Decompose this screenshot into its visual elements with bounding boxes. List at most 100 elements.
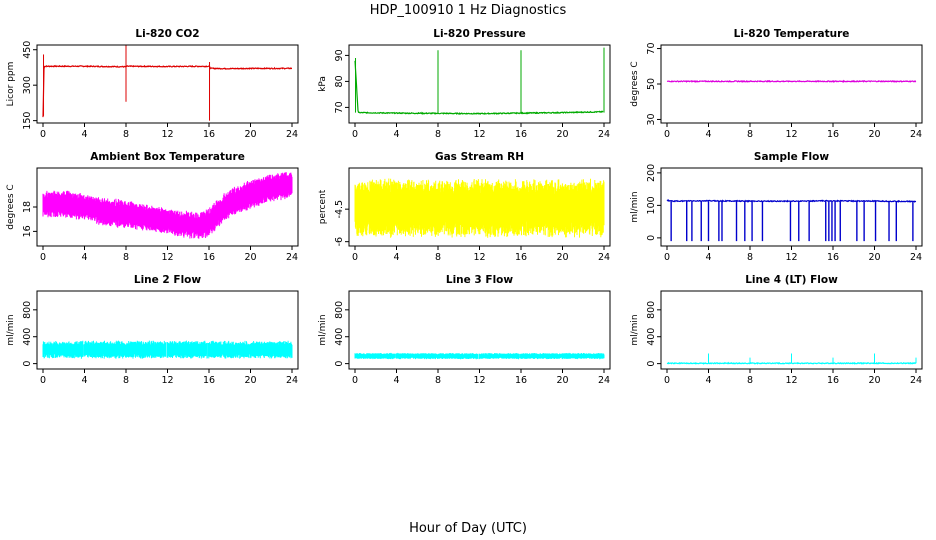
plot-frame [36, 44, 299, 124]
x-tick-label: 4 [81, 375, 87, 386]
x-tick-label: 16 [203, 252, 215, 263]
x-tick-label: 8 [123, 129, 129, 140]
x-tick-label: 24 [598, 129, 610, 140]
x-tick-label: 20 [556, 375, 568, 386]
x-tick-label: 20 [868, 129, 880, 140]
panel-7: Line 3 Flow 0 4 8 12 16 20 24 0 400 800 ml/min [318, 274, 611, 386]
panel-title: Sample Flow [754, 151, 829, 163]
panel-title: Li-820 Pressure [433, 28, 526, 40]
data-layer [666, 353, 917, 365]
x-tick-label: 16 [515, 129, 527, 140]
panel-title: Line 4 (LT) Flow [745, 274, 838, 286]
x-tick-label: 0 [40, 375, 46, 386]
x-tick-label: 20 [556, 129, 568, 140]
x-tick-label: 16 [827, 375, 839, 386]
data-layer [354, 47, 605, 116]
data-line [666, 199, 917, 203]
x-tick-label: 0 [352, 252, 358, 263]
x-tick-label: 24 [598, 252, 610, 263]
panel-6: Line 2 Flow 0 4 8 12 16 20 24 0 400 800 ml/min [6, 274, 299, 386]
data-line [354, 60, 604, 116]
x-tick-label: 12 [785, 375, 797, 386]
x-tick-label: 12 [161, 375, 173, 386]
y-tick-label: 800 [646, 301, 657, 319]
data-layer [354, 352, 605, 360]
panel-8: Line 4 (LT) Flow 0 4 8 12 16 20 24 0 400 800 ml/min [630, 274, 923, 386]
x-tick-label: 20 [244, 252, 256, 263]
x-tick-label: 0 [664, 129, 670, 140]
x-tick-label: 24 [910, 375, 922, 386]
x-tick-label: 12 [473, 252, 485, 263]
x-tick-label: 16 [203, 129, 215, 140]
y-axis-label: ml/min [630, 191, 640, 222]
y-tick-label: 450 [22, 41, 33, 59]
figure-x-label: Hour of Day (UTC) [409, 521, 527, 536]
y-tick-label: -4.5 [334, 200, 345, 219]
plot-frame [660, 44, 923, 124]
x-tick-label: 24 [286, 375, 298, 386]
x-tick-label: 12 [473, 129, 485, 140]
y-tick-label: 30 [646, 113, 657, 125]
y-tick-label: 70 [334, 101, 345, 113]
x-tick-label: 8 [435, 129, 441, 140]
x-tick-label: 24 [910, 252, 922, 263]
plot-frame [348, 44, 611, 124]
panel-4: Gas Stream RH 0 4 8 12 16 20 24 -6 -4.5 percent [318, 151, 611, 263]
x-tick-label: 16 [203, 375, 215, 386]
x-tick-label: 0 [664, 375, 670, 386]
panel-5: Sample Flow 0 4 8 12 16 20 24 0 100 200 ml/min [630, 151, 923, 263]
figure-title: HDP_100910 1 Hz Diagnostics [370, 3, 567, 18]
plot-frame [660, 167, 923, 247]
y-tick-label: 400 [22, 328, 33, 346]
x-tick-label: 12 [161, 252, 173, 263]
y-tick-label: 800 [334, 301, 345, 319]
x-tick-label: 0 [352, 375, 358, 386]
data-band [42, 172, 293, 239]
panel-title: Li-820 Temperature [734, 28, 850, 40]
x-tick-label: 0 [664, 252, 670, 263]
data-band [42, 340, 293, 359]
x-tick-label: 20 [244, 129, 256, 140]
panel-title: Line 3 Flow [446, 274, 513, 286]
y-tick-label: 18 [22, 201, 33, 213]
y-tick-label: 0 [22, 361, 33, 367]
x-tick-label: 8 [123, 252, 129, 263]
data-layer [666, 79, 917, 83]
x-tick-label: 0 [40, 129, 46, 140]
y-axis-label: degrees C [6, 184, 16, 229]
data-layer [42, 172, 293, 239]
y-axis-label: ml/min [6, 314, 16, 345]
y-tick-label: 150 [22, 112, 33, 130]
panel-3: Ambient Box Temperature 0 4 8 12 16 20 24 16 18 de… [6, 151, 299, 263]
x-tick-label: 4 [393, 129, 399, 140]
x-tick-label: 20 [556, 252, 568, 263]
y-axis-label: degrees C [630, 61, 640, 106]
x-tick-label: 16 [827, 252, 839, 263]
x-tick-label: 16 [827, 129, 839, 140]
data-layer [42, 45, 292, 121]
data-layer [354, 178, 605, 238]
x-tick-label: 8 [435, 375, 441, 386]
x-tick-label: 12 [161, 129, 173, 140]
x-tick-label: 8 [747, 375, 753, 386]
panel-title: Li-820 CO2 [135, 28, 199, 40]
x-tick-label: 0 [352, 129, 358, 140]
y-tick-label: 90 [334, 49, 345, 61]
x-tick-label: 8 [123, 375, 129, 386]
y-tick-label: 200 [646, 164, 657, 182]
x-tick-label: 12 [473, 375, 485, 386]
data-line [42, 64, 292, 118]
y-tick-label: 16 [22, 225, 33, 237]
x-tick-label: 16 [515, 375, 527, 386]
y-tick-label: -6 [334, 237, 345, 246]
x-tick-label: 20 [868, 252, 880, 263]
data-line [666, 79, 917, 83]
x-tick-label: 16 [515, 252, 527, 263]
panel-title: Ambient Box Temperature [90, 151, 245, 163]
x-tick-label: 12 [785, 252, 797, 263]
x-tick-label: 4 [393, 252, 399, 263]
y-axis-label: ml/min [630, 314, 640, 345]
x-tick-label: 24 [286, 129, 298, 140]
